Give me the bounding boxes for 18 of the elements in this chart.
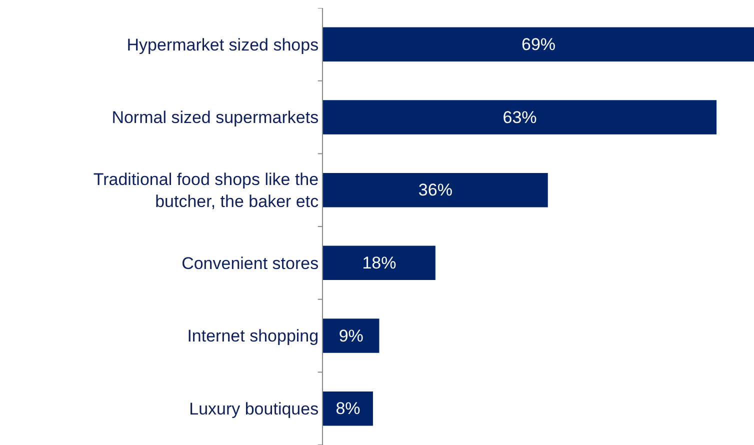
y-tick-label: Normal sized supermarkets bbox=[112, 108, 319, 128]
bar bbox=[323, 27, 754, 62]
bar bbox=[323, 100, 717, 134]
bar bbox=[323, 246, 436, 280]
data-label: 69% bbox=[521, 34, 556, 54]
y-tick-label: Traditional food shops like the butcher, the baker etc bbox=[93, 170, 320, 212]
data-label: 18% bbox=[362, 253, 396, 272]
y-tick-label: Convenient stores bbox=[182, 254, 319, 273]
y-tick-label: Internet shopping bbox=[187, 326, 319, 346]
data-label: 36% bbox=[418, 180, 452, 200]
y-tick-label: Luxury boutiques bbox=[189, 400, 319, 419]
bar bbox=[323, 172, 548, 208]
data-label: 9% bbox=[338, 326, 364, 346]
y-tick-label: Hypermarket sized shops bbox=[126, 35, 319, 54]
data-label: 63% bbox=[502, 108, 537, 127]
bar bbox=[323, 318, 380, 353]
bar bbox=[323, 391, 373, 426]
data-label: 8% bbox=[336, 399, 360, 418]
